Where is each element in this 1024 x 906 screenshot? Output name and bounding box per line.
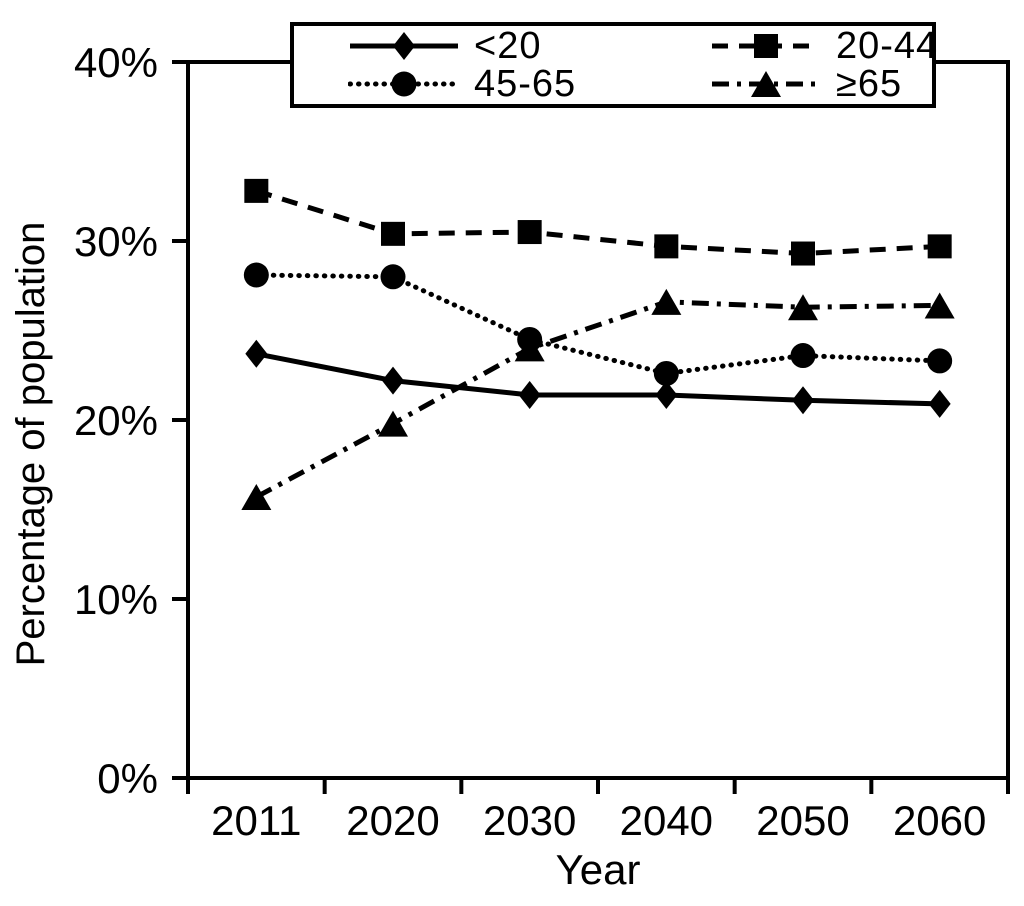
data-point-circle-2030 [517, 326, 543, 352]
legend-entry-45-65: 45-65 [348, 63, 710, 105]
data-point-diamond-2040 [655, 380, 678, 409]
x-tick-label: 2040 [620, 797, 713, 844]
data-point-square-2060 [927, 234, 952, 259]
y-tick-label: 30% [74, 218, 158, 265]
data-point-triangle-2050 [788, 294, 818, 321]
dashdot-line-triangle-icon [712, 71, 820, 97]
solid-line-diamond-icon [350, 32, 458, 60]
data-point-circle-2040 [653, 360, 679, 386]
data-point-circle-2050 [790, 343, 816, 369]
data-point-diamond-2060 [928, 389, 951, 418]
x-tick-label: 2030 [483, 797, 576, 844]
legend-entry-20-44: 20-44 [710, 25, 938, 67]
y-tick-label: 20% [74, 397, 158, 444]
legend-entry-65-plus: ≥65 [710, 63, 938, 105]
data-point-circle-2011 [243, 262, 269, 288]
series-line-45-65 [253, 272, 943, 377]
legend: <20 20-44 45-65 ≥65 [290, 22, 938, 108]
data-point-circle-2020 [380, 264, 406, 290]
data-point-square-2030 [517, 220, 542, 245]
data-point-square-2040 [654, 234, 679, 259]
legend-label-65-plus: ≥65 [836, 62, 903, 105]
series-line-20-44 [255, 188, 940, 257]
data-point-diamond-2020 [382, 366, 404, 395]
data-point-circle-2060 [927, 348, 953, 374]
x-tick-label: 2020 [346, 797, 439, 844]
data-point-triangle-2040 [651, 288, 682, 315]
x-axis-title: Year [555, 846, 641, 893]
x-tick-label: 2060 [893, 797, 986, 844]
data-point-triangle-2020 [378, 410, 408, 437]
data-point-triangle-2060 [924, 292, 955, 319]
dotted-line-circle-icon [348, 71, 460, 97]
y-tick-label: 10% [74, 576, 158, 623]
legend-label-under-20: <20 [474, 24, 542, 67]
data-point-square-2050 [791, 241, 815, 266]
y-axis-title: Percentage of population [9, 221, 53, 667]
data-point-square-2011 [244, 178, 269, 203]
data-point-diamond-2050 [792, 386, 814, 415]
y-tick-label: 0% [97, 755, 158, 802]
legend-label-45-65: 45-65 [474, 62, 577, 105]
x-tick-label: 2011 [211, 797, 301, 844]
series-line-<20 [255, 351, 940, 407]
data-point-triangle-2011 [241, 483, 272, 510]
y-tick-label: 40% [74, 39, 158, 86]
data-point-diamond-2030 [518, 380, 541, 409]
legend-label-20-44: 20-44 [836, 24, 939, 67]
plot-frame [186, 60, 1010, 780]
dashed-line-square-icon [712, 34, 820, 58]
legend-entry-under-20: <20 [348, 25, 710, 67]
data-point-diamond-2011 [245, 339, 268, 368]
x-tick-label: 2050 [756, 797, 849, 844]
series-line-≥65 [255, 299, 940, 500]
data-point-square-2020 [381, 221, 405, 246]
